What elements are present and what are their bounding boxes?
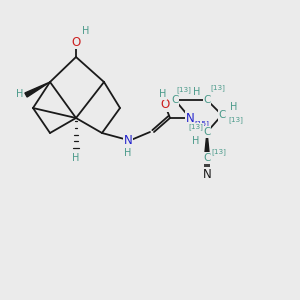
Text: H: H bbox=[82, 26, 90, 36]
Text: C: C bbox=[218, 110, 226, 120]
Text: H: H bbox=[230, 102, 238, 112]
Text: H: H bbox=[193, 87, 201, 97]
Polygon shape bbox=[205, 132, 209, 152]
Text: H: H bbox=[192, 136, 200, 146]
Text: H: H bbox=[124, 148, 132, 158]
Text: H: H bbox=[159, 89, 167, 99]
Text: [13]: [13] bbox=[189, 124, 203, 130]
Text: [13]: [13] bbox=[212, 148, 226, 155]
Text: C: C bbox=[171, 95, 179, 105]
Text: C: C bbox=[203, 127, 211, 137]
Polygon shape bbox=[25, 82, 50, 97]
Text: [15]: [15] bbox=[195, 121, 209, 128]
Text: N: N bbox=[202, 167, 211, 181]
Text: [13]: [13] bbox=[177, 87, 191, 93]
Text: [13]: [13] bbox=[229, 117, 243, 123]
Text: H: H bbox=[16, 89, 24, 99]
Text: H: H bbox=[72, 153, 80, 163]
Text: N: N bbox=[124, 134, 132, 146]
Text: O: O bbox=[160, 98, 169, 112]
Text: C: C bbox=[203, 95, 211, 105]
Text: N: N bbox=[186, 112, 194, 124]
Text: O: O bbox=[71, 35, 81, 49]
Text: C: C bbox=[203, 153, 211, 163]
Text: [13]: [13] bbox=[211, 85, 225, 92]
